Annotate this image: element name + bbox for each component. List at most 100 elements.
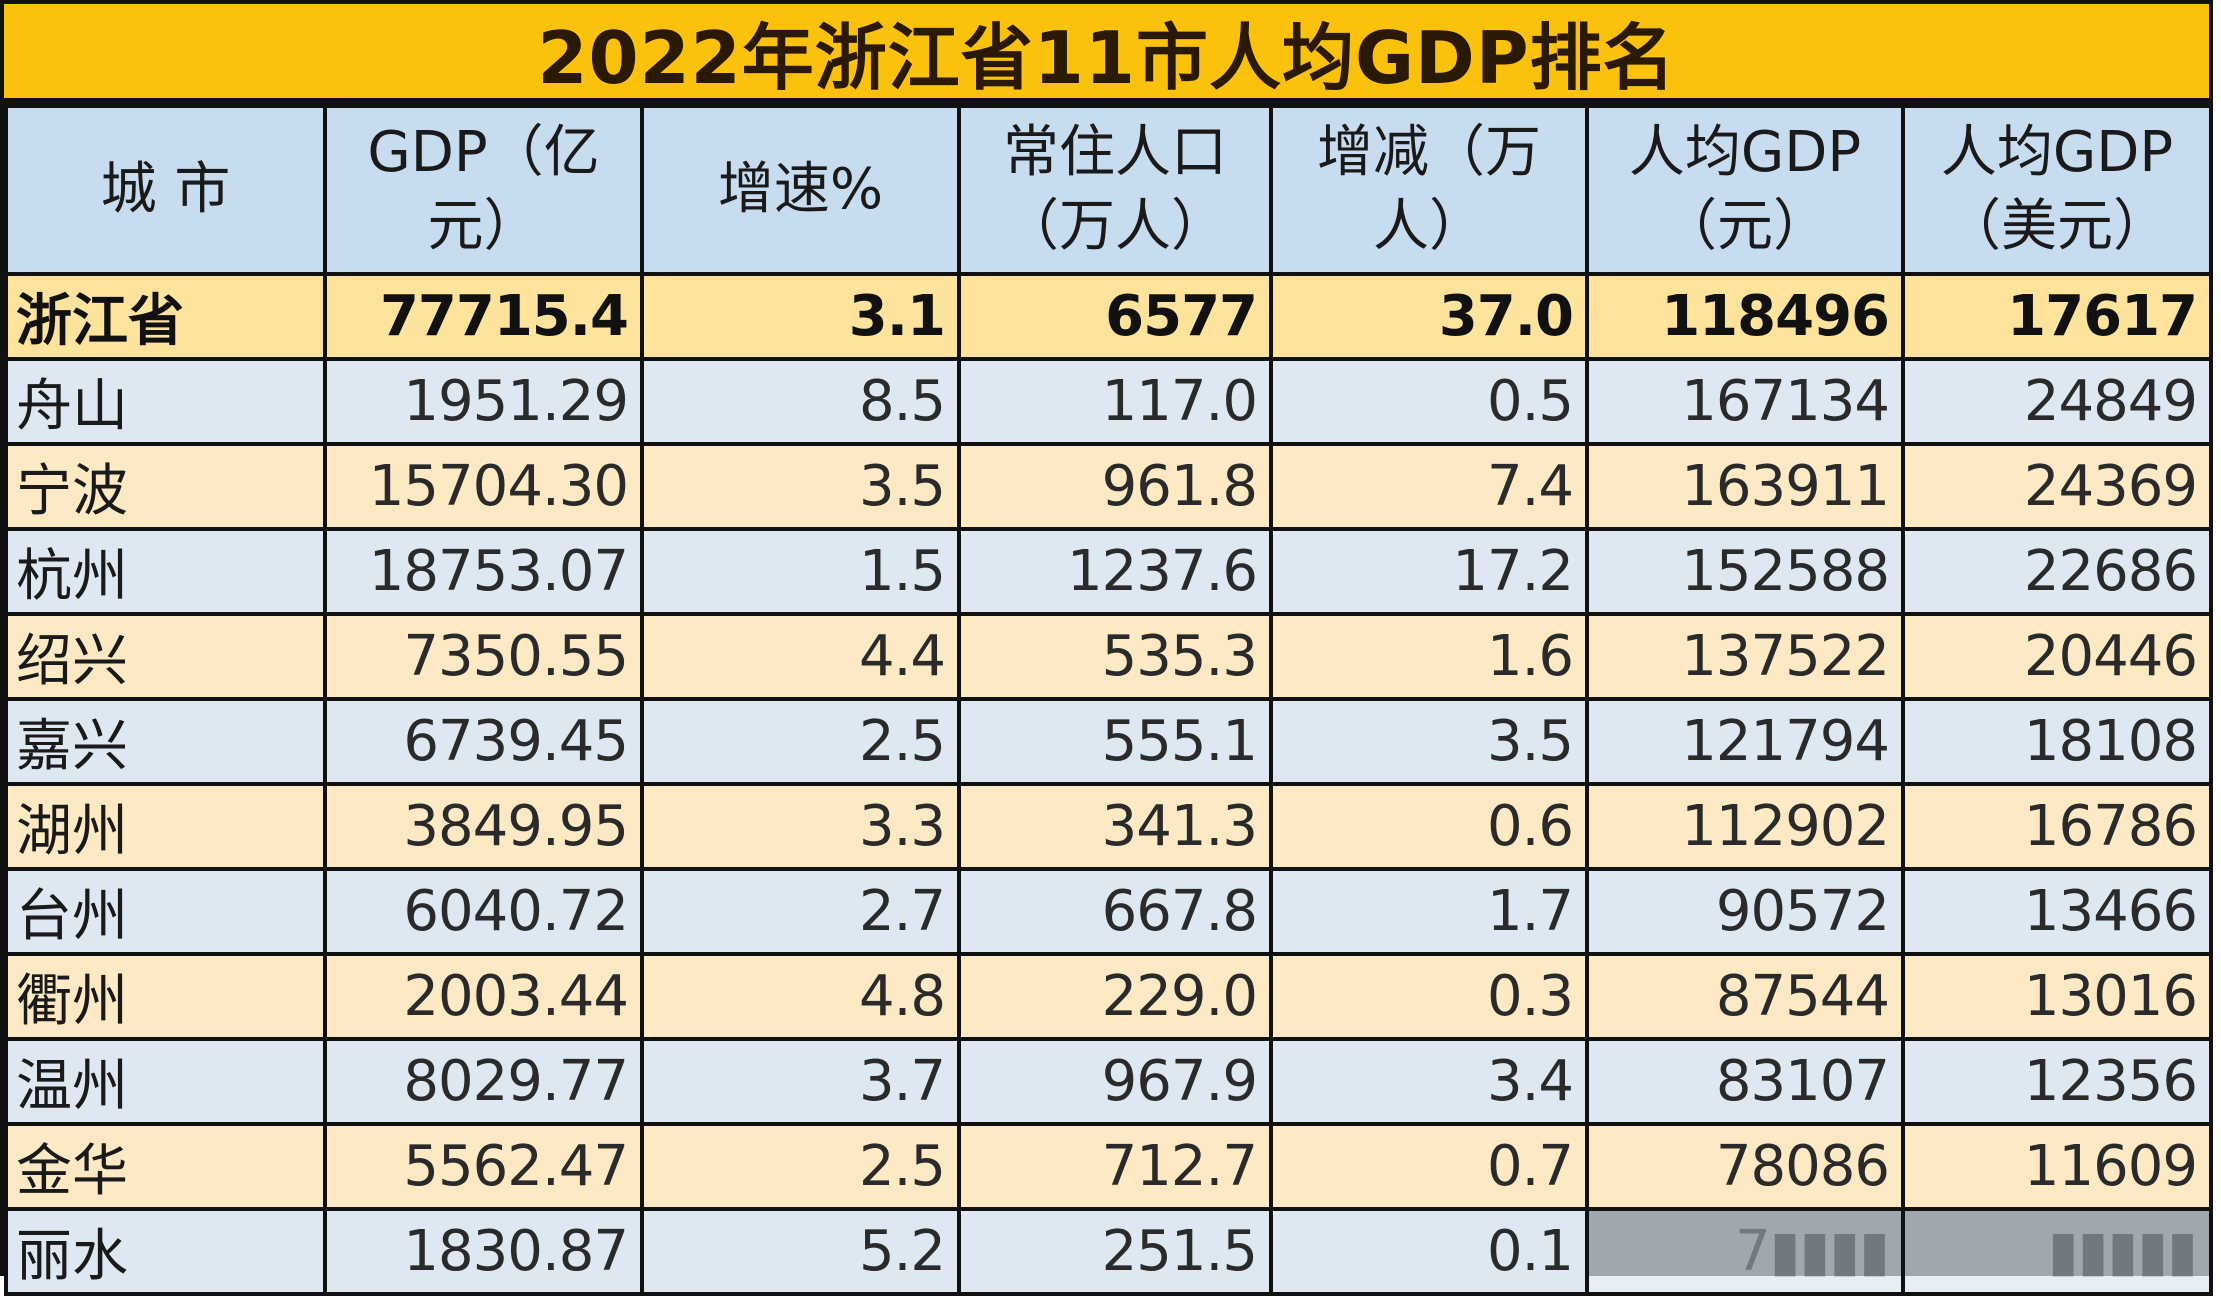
growth-cell: 3.5 [640,442,961,531]
table-row: 舟山 1951.29 8.5 117.0 0.5 167134 24849 [4,357,2213,446]
city-cell: 宁波 [4,442,327,531]
growth-cell: 2.5 [640,697,961,786]
col-header-growth: 增速% [640,104,961,276]
gdp-cell: 2003.44 [323,952,644,1041]
per-capita-cny-cell: 90572 [1585,867,1905,956]
population-cell: 712.7 [957,1122,1273,1211]
table-row: 杭州 18753.07 1.5 1237.6 17.2 152588 22686 [4,527,2213,616]
col-header-per-capita-usd: 人均GDP（美元） [1901,104,2213,276]
per-capita-usd-cell: 11609 [1901,1122,2213,1211]
change-cell: 0.1 [1269,1207,1589,1296]
change-cell: 0.7 [1269,1122,1589,1211]
per-capita-usd-cell: 13016 [1901,952,2213,1041]
change-cell: 17.2 [1269,527,1589,616]
per-capita-usd-cell: 20446 [1901,612,2213,701]
growth-cell: 3.7 [640,1037,961,1126]
growth-cell: 4.8 [640,952,961,1041]
gdp-cell: 5562.47 [323,1122,644,1211]
per-capita-cny-cell: 137522 [1585,612,1905,701]
table-row: 嘉兴 6739.45 2.5 555.1 3.5 121794 18108 [4,697,2213,786]
col-header-change: 增减（万人） [1269,104,1589,276]
gdp-cell: 7350.55 [323,612,644,701]
per-capita-usd-cell: 18108 [1901,697,2213,786]
change-cell: 3.5 [1269,697,1589,786]
change-cell: 0.5 [1269,357,1589,446]
growth-cell: 8.5 [640,357,961,446]
table-row: 丽水 1830.87 5.2 251.5 0.1 7▮▮▮▮ ▮▮▮▮▮ [4,1207,2213,1296]
gdp-cell: 18753.07 [323,527,644,616]
gdp-cell: 1951.29 [323,357,644,446]
population-cell: 251.5 [957,1207,1273,1296]
gdp-cell: 6040.72 [323,867,644,956]
col-header-population: 常住人口（万人） [957,104,1273,276]
growth-cell: 3.3 [640,782,961,871]
gdp-table: 城 市 GDP（亿元） 增速% 常住人口（万人） 增减（万人） 人均GDP（元）… [4,104,2213,1296]
change-cell: 1.7 [1269,867,1589,956]
city-cell: 杭州 [4,527,327,616]
growth-cell: 2.5 [640,1122,961,1211]
population-cell: 967.9 [957,1037,1273,1126]
per-capita-cny-cell: 78086 [1585,1122,1905,1211]
population-cell: 6577 [957,272,1273,361]
city-cell: 衢州 [4,952,327,1041]
gdp-cell: 77715.4 [323,272,644,361]
per-capita-usd-cell: 17617 [1901,272,2213,361]
city-cell: 丽水 [4,1207,327,1296]
city-cell: 温州 [4,1037,327,1126]
growth-cell: 2.7 [640,867,961,956]
growth-cell: 5.2 [640,1207,961,1296]
header-row: 城 市 GDP（亿元） 增速% 常住人口（万人） 增减（万人） 人均GDP（元）… [4,104,2213,276]
change-cell: 3.4 [1269,1037,1589,1126]
change-cell: 0.3 [1269,952,1589,1041]
city-cell: 湖州 [4,782,327,871]
total-row: 浙江省 77715.4 3.1 6577 37.0 118496 17617 [4,272,2213,361]
col-header-gdp: GDP（亿元） [323,104,644,276]
population-cell: 667.8 [957,867,1273,956]
per-capita-usd-cell: 13466 [1901,867,2213,956]
gdp-cell: 6739.45 [323,697,644,786]
population-cell: 535.3 [957,612,1273,701]
table-row: 台州 6040.72 2.7 667.8 1.7 90572 13466 [4,867,2213,956]
per-capita-cny-cell: 167134 [1585,357,1905,446]
change-cell: 37.0 [1269,272,1589,361]
gdp-cell: 3849.95 [323,782,644,871]
city-cell: 嘉兴 [4,697,327,786]
col-header-per-capita-cny: 人均GDP（元） [1585,104,1905,276]
city-cell: 绍兴 [4,612,327,701]
per-capita-usd-cell: 16786 [1901,782,2213,871]
table-row: 宁波 15704.30 3.5 961.8 7.4 163911 24369 [4,442,2213,531]
table-row: 湖州 3849.95 3.3 341.3 0.6 112902 16786 [4,782,2213,871]
gdp-cell: 8029.77 [323,1037,644,1126]
table-row: 衢州 2003.44 4.8 229.0 0.3 87544 13016 [4,952,2213,1041]
population-cell: 117.0 [957,357,1273,446]
growth-cell: 1.5 [640,527,961,616]
city-cell: 台州 [4,867,327,956]
city-cell: 舟山 [4,357,327,446]
per-capita-usd-cell: 12356 [1901,1037,2213,1126]
table-row: 绍兴 7350.55 4.4 535.3 1.6 137522 20446 [4,612,2213,701]
change-cell: 1.6 [1269,612,1589,701]
per-capita-cny-cell: 83107 [1585,1037,1905,1126]
population-cell: 341.3 [957,782,1273,871]
per-capita-cny-cell: 163911 [1585,442,1905,531]
table-title: 2022年浙江省11市人均GDP排名 [4,4,2209,104]
population-cell: 1237.6 [957,527,1273,616]
per-capita-cny-cell: 87544 [1585,952,1905,1041]
col-header-city: 城 市 [4,104,327,276]
city-cell: 金华 [4,1122,327,1211]
per-capita-usd-cell: 22686 [1901,527,2213,616]
per-capita-cny-cell: 7▮▮▮▮ [1585,1207,1905,1296]
population-cell: 961.8 [957,442,1273,531]
table-row: 温州 8029.77 3.7 967.9 3.4 83107 12356 [4,1037,2213,1126]
per-capita-usd-cell: 24369 [1901,442,2213,531]
growth-cell: 4.4 [640,612,961,701]
population-cell: 229.0 [957,952,1273,1041]
per-capita-cny-cell: 112902 [1585,782,1905,871]
change-cell: 7.4 [1269,442,1589,531]
change-cell: 0.6 [1269,782,1589,871]
per-capita-cny-cell: 152588 [1585,527,1905,616]
population-cell: 555.1 [957,697,1273,786]
city-cell: 浙江省 [4,272,327,361]
table-row: 金华 5562.47 2.5 712.7 0.7 78086 11609 [4,1122,2213,1211]
